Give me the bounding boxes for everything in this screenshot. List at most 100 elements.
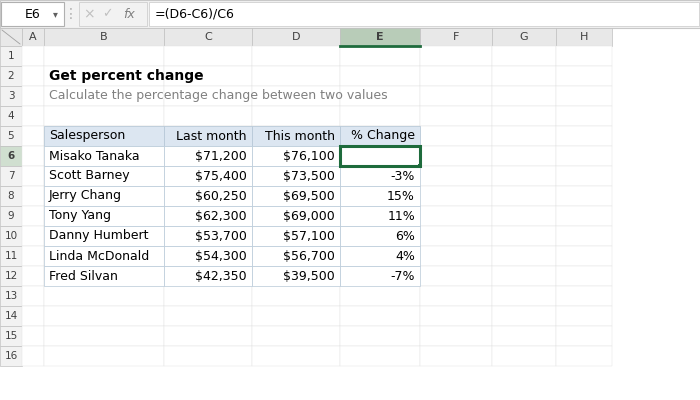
Bar [492, 306, 556, 326]
Text: $73,500: $73,500 [283, 170, 335, 182]
Text: -7%: -7% [391, 270, 415, 282]
Text: H: H [580, 32, 588, 42]
Text: $69,500: $69,500 [284, 190, 335, 202]
Bar [420, 226, 492, 246]
Bar [556, 226, 612, 246]
Text: ✓: ✓ [102, 8, 112, 20]
Bar [492, 66, 556, 86]
Bar [340, 166, 420, 186]
Bar [164, 186, 252, 206]
Bar [252, 246, 340, 266]
Text: $42,350: $42,350 [195, 270, 247, 282]
Bar [252, 46, 340, 66]
Bar [44, 46, 164, 66]
Bar [340, 186, 420, 206]
Bar [556, 286, 612, 306]
Bar [556, 206, 612, 226]
Bar [556, 326, 612, 346]
Bar [340, 326, 420, 346]
Text: Calculate the percentage change between two values: Calculate the percentage change between … [49, 90, 388, 102]
Bar [252, 346, 340, 366]
Bar [44, 146, 164, 166]
Bar [492, 126, 556, 146]
Bar [164, 146, 252, 166]
Bar [492, 206, 556, 226]
Bar [164, 186, 252, 206]
Bar [420, 246, 492, 266]
Bar [420, 326, 492, 346]
Bar [164, 326, 252, 346]
Bar [164, 126, 252, 146]
Bar [44, 266, 164, 286]
Bar [164, 126, 252, 146]
Bar [164, 206, 252, 226]
Bar [252, 166, 340, 186]
Bar [0, 28, 22, 46]
Bar [22, 126, 44, 146]
Bar [44, 286, 164, 306]
Text: Linda McDonald: Linda McDonald [49, 250, 149, 262]
Text: E: E [376, 32, 384, 42]
Bar [0, 246, 22, 266]
Bar [420, 46, 492, 66]
Text: ▾: ▾ [52, 9, 57, 19]
Bar [340, 146, 420, 166]
Text: Salesperson: Salesperson [49, 130, 125, 142]
Bar [22, 186, 44, 206]
Bar [22, 306, 44, 326]
Bar [252, 266, 340, 286]
Bar [556, 126, 612, 146]
Text: 2: 2 [8, 71, 14, 81]
Bar [22, 166, 44, 186]
Bar [492, 266, 556, 286]
Bar [164, 226, 252, 246]
Bar [420, 106, 492, 126]
Text: B: B [100, 32, 108, 42]
Bar [22, 326, 44, 346]
Text: $56,700: $56,700 [283, 250, 335, 262]
Bar [556, 166, 612, 186]
Bar [492, 226, 556, 246]
Bar [164, 146, 252, 166]
Bar [252, 106, 340, 126]
Bar [492, 146, 556, 166]
Bar [44, 126, 164, 146]
Bar [252, 146, 340, 166]
Bar [44, 226, 164, 246]
Text: G: G [519, 32, 528, 42]
Bar [340, 206, 420, 226]
Bar [164, 226, 252, 246]
Text: Misako Tanaka: Misako Tanaka [49, 150, 139, 162]
Bar [492, 46, 556, 66]
Bar [164, 266, 252, 286]
Bar [44, 28, 164, 46]
Bar [44, 246, 164, 266]
Bar [420, 286, 492, 306]
Text: $54,300: $54,300 [195, 250, 247, 262]
Bar [252, 326, 340, 346]
Bar [340, 266, 420, 286]
Bar [22, 226, 44, 246]
Bar [420, 306, 492, 326]
Bar [44, 186, 164, 206]
Bar [340, 266, 420, 286]
Bar [164, 166, 252, 186]
Bar [79, 2, 147, 26]
Text: 15%: 15% [387, 190, 415, 202]
Bar [44, 166, 164, 186]
Bar [22, 246, 44, 266]
Text: 3: 3 [8, 91, 14, 101]
Text: % Change: % Change [351, 130, 415, 142]
Bar [492, 286, 556, 306]
Bar [252, 146, 340, 166]
Text: Last month: Last month [176, 130, 247, 142]
Bar [492, 246, 556, 266]
Bar [340, 306, 420, 326]
Bar [44, 186, 164, 206]
Bar [164, 46, 252, 66]
Text: -3%: -3% [391, 170, 415, 182]
Text: Get percent change: Get percent change [49, 69, 204, 83]
Bar [252, 126, 340, 146]
Bar [164, 266, 252, 286]
Bar [556, 186, 612, 206]
